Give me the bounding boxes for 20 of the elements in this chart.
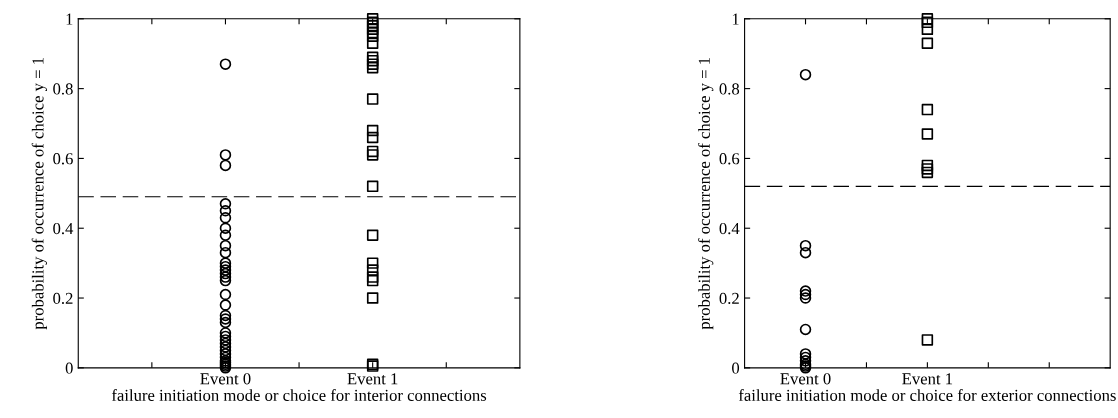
y-tick-label: 0.6 xyxy=(719,153,740,165)
y-tick-label: 1 xyxy=(732,13,739,25)
y-axis-title: probability of occurrence of choice y = 1 xyxy=(31,57,48,330)
y-tick-label: 0.2 xyxy=(53,292,73,305)
y-tick-label: 1 xyxy=(66,13,73,25)
x-tick-label: Event 0 xyxy=(200,373,251,385)
y-tick-label: 0.8 xyxy=(53,83,73,95)
x-tick-label: Event 1 xyxy=(902,373,953,385)
y-tick-label: 0 xyxy=(65,362,73,374)
x-axis-title: failure initiation mode or choice for exterior connections xyxy=(738,389,1116,401)
y-tick-label: 0.4 xyxy=(719,222,740,235)
y-tick-label: 0 xyxy=(732,362,740,374)
x-axis-title: failure initiation mode or choice for interior connections xyxy=(111,389,487,401)
y-axis-title: probability of occurrence of choice y = 1 xyxy=(698,57,714,330)
y-tick-label: 0.4 xyxy=(53,222,74,235)
y-tick-label: 0.8 xyxy=(719,83,740,95)
y-tick-label: 0.2 xyxy=(719,292,739,305)
x-tick-label: Event 1 xyxy=(347,373,398,385)
y-tick-label: 0.6 xyxy=(53,153,73,165)
x-tick-label: Event 0 xyxy=(780,373,831,385)
